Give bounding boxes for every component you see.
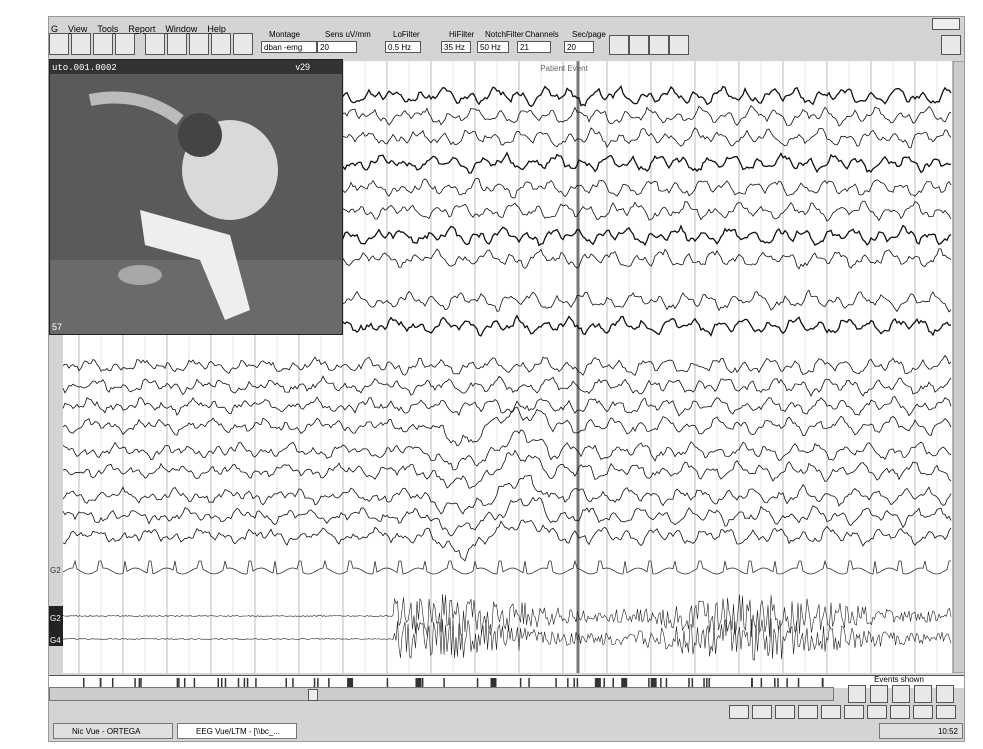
playback-button[interactable] — [729, 705, 749, 719]
tool-button[interactable] — [669, 35, 689, 55]
playback-button[interactable] — [752, 705, 772, 719]
toolbar-dropdown[interactable]: 0.5 Hz — [385, 41, 421, 53]
toolbar-label: HiFilter — [449, 30, 474, 39]
toolbar-label: LoFilter — [393, 30, 420, 39]
toolbar-label: Sec/page — [572, 30, 606, 39]
toolbar-dropdown[interactable]: 50 Hz — [477, 41, 509, 53]
tool-button[interactable] — [115, 33, 135, 55]
taskbar-button[interactable]: Nic Vue - ORTEGA BELTR... — [53, 723, 173, 739]
tool-button[interactable] — [649, 35, 669, 55]
event-nav-button[interactable] — [848, 685, 866, 703]
toolbar-dropdown[interactable]: dban -emg — [261, 41, 317, 53]
video-panel: uto.001.0002 v29 57 — [49, 59, 343, 335]
playback-button[interactable] — [890, 705, 910, 719]
tool-button[interactable] — [211, 33, 231, 55]
playback-button[interactable] — [844, 705, 864, 719]
toolbar-dropdown[interactable]: 20 — [564, 41, 594, 53]
tool-button[interactable] — [71, 33, 91, 55]
event-nav-button[interactable] — [936, 685, 954, 703]
events-shown-label: Events shown — [844, 675, 954, 684]
video-version: v29 — [295, 62, 310, 72]
eeg-window: GViewToolsReportWindowHelp Montagedban -… — [48, 16, 965, 742]
cushion — [50, 260, 342, 334]
taskbar-button[interactable]: EEG Vue/LTM - [\\bc_... — [177, 723, 297, 739]
tool-button[interactable] — [93, 33, 113, 55]
channel-label: G2 — [50, 614, 61, 623]
video-image: uto.001.0002 v29 57 — [50, 60, 342, 334]
tool-button[interactable] — [167, 33, 187, 55]
video-filename: uto.001.0002 — [52, 63, 117, 73]
playback-button[interactable] — [775, 705, 795, 719]
tool-button[interactable] — [629, 35, 649, 55]
event-nav-button[interactable] — [870, 685, 888, 703]
event-label: Patient Event — [540, 64, 588, 73]
toolbar-dropdown[interactable]: 20 — [317, 41, 357, 53]
event-nav-button[interactable] — [892, 685, 910, 703]
tool-button[interactable] — [609, 35, 629, 55]
channel-label: G2 — [50, 566, 61, 575]
toolbar-label: NotchFilter — [485, 30, 524, 39]
tool-button[interactable] — [941, 35, 961, 55]
toolbar-dropdown[interactable]: 21 — [517, 41, 551, 53]
toolbar: Montage dban -emg Sens uV/mm 20 LoFilter 0.5 … — [49, 29, 965, 61]
vertical-scrollbar — [953, 61, 965, 673]
scroll-thumb[interactable] — [308, 689, 318, 701]
playback-button[interactable] — [936, 705, 956, 719]
playback-button[interactable] — [867, 705, 887, 719]
toolbar-label: Channels — [525, 30, 559, 39]
tool-button[interactable] — [145, 33, 165, 55]
tool-button[interactable] — [233, 33, 253, 55]
toolbar-label: Sens uV/mm — [325, 30, 371, 39]
toolbar-dropdown[interactable]: 35 Hz — [441, 41, 471, 53]
scrollbar[interactable] — [49, 687, 834, 701]
tool-button[interactable] — [49, 33, 69, 55]
page: GViewToolsReportWindowHelp Montagedban -… — [0, 0, 983, 749]
video-counter: 57 — [52, 322, 62, 332]
taskbar-clock: 10:52 — [879, 723, 963, 739]
event-nav-button[interactable] — [914, 685, 932, 703]
playback-button[interactable] — [798, 705, 818, 719]
toolbar-label: Montage — [269, 30, 300, 39]
head — [178, 113, 222, 157]
playback-button[interactable] — [913, 705, 933, 719]
foot — [118, 265, 162, 285]
tool-button[interactable] — [189, 33, 209, 55]
playback-button[interactable] — [821, 705, 841, 719]
channel-label: G4 — [50, 636, 61, 645]
